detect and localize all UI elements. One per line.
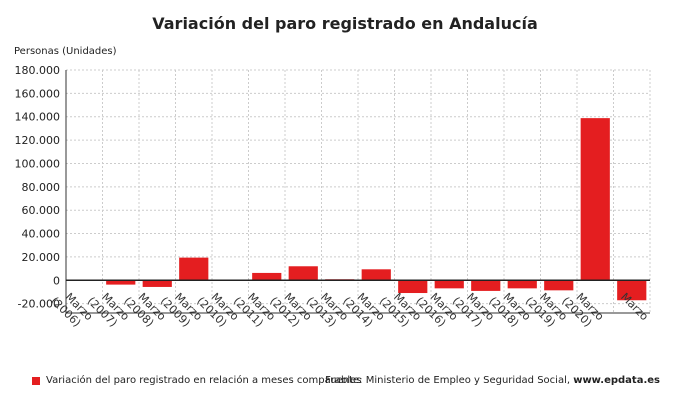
y-tick-label: 160.000	[15, 87, 61, 100]
legend-label: Variación del paro registrado en relació…	[46, 375, 362, 386]
x-tick-label: Marzo(2014)	[340, 285, 387, 332]
x-tick-label: Marzo(2017)	[450, 285, 497, 332]
y-tick-label: 0	[53, 274, 60, 287]
bar	[617, 280, 647, 301]
x-tick-label: Marzo(2010)	[194, 285, 241, 332]
legend-swatch	[32, 376, 40, 385]
bar	[361, 269, 391, 281]
x-tick-label: Marzo(2007)	[85, 285, 132, 332]
x-tick-label: Marzo(2011)	[231, 285, 278, 332]
bar	[434, 280, 464, 289]
x-tick-label: Marzo(2009)	[158, 285, 205, 332]
source-text: Fuente: Ministerio de Empleo y Seguridad…	[325, 375, 574, 386]
y-tick-label: 40.000	[22, 228, 61, 241]
bar	[507, 280, 537, 289]
y-tick-label: 120.000	[15, 134, 61, 147]
y-tick-label: 180.000	[15, 64, 61, 77]
x-tick-label: Marzo(2013)	[304, 285, 351, 332]
y-tick-label: -20.000	[18, 298, 60, 311]
bar	[179, 257, 209, 281]
y-tick-label: 20.000	[22, 251, 61, 264]
x-tick-label: Marzo(2019)	[523, 285, 570, 332]
chart-title: Variación del paro registrado en Andaluc…	[152, 14, 538, 33]
y-tick-label: 80.000	[22, 181, 61, 194]
y-tick-label: 100.000	[15, 157, 61, 170]
x-tick-label: Marzo(2012)	[267, 285, 314, 332]
bar	[288, 266, 318, 281]
y-axis-label: Personas (Unidades)	[14, 46, 117, 57]
x-tick-label: Marzo(2006)	[48, 285, 95, 332]
bar	[398, 280, 428, 294]
y-tick-label: 140.000	[15, 111, 61, 124]
y-tick-label: 60.000	[22, 204, 61, 217]
x-tick-label: Marzo(2020)	[559, 285, 606, 332]
bar	[580, 118, 610, 281]
legend: Variación del paro registrado en relació…	[32, 375, 361, 386]
source-note: Fuente: Ministerio de Empleo y Seguridad…	[325, 375, 660, 386]
bar	[544, 280, 574, 291]
source-link[interactable]: www.epdata.es	[573, 375, 660, 386]
x-tick-label: Marzo(2008)	[121, 285, 168, 332]
x-tick-label: Marzo(2018)	[486, 285, 533, 332]
bar	[142, 280, 172, 287]
bar	[471, 280, 501, 291]
bar	[106, 280, 136, 285]
bar	[252, 272, 282, 281]
